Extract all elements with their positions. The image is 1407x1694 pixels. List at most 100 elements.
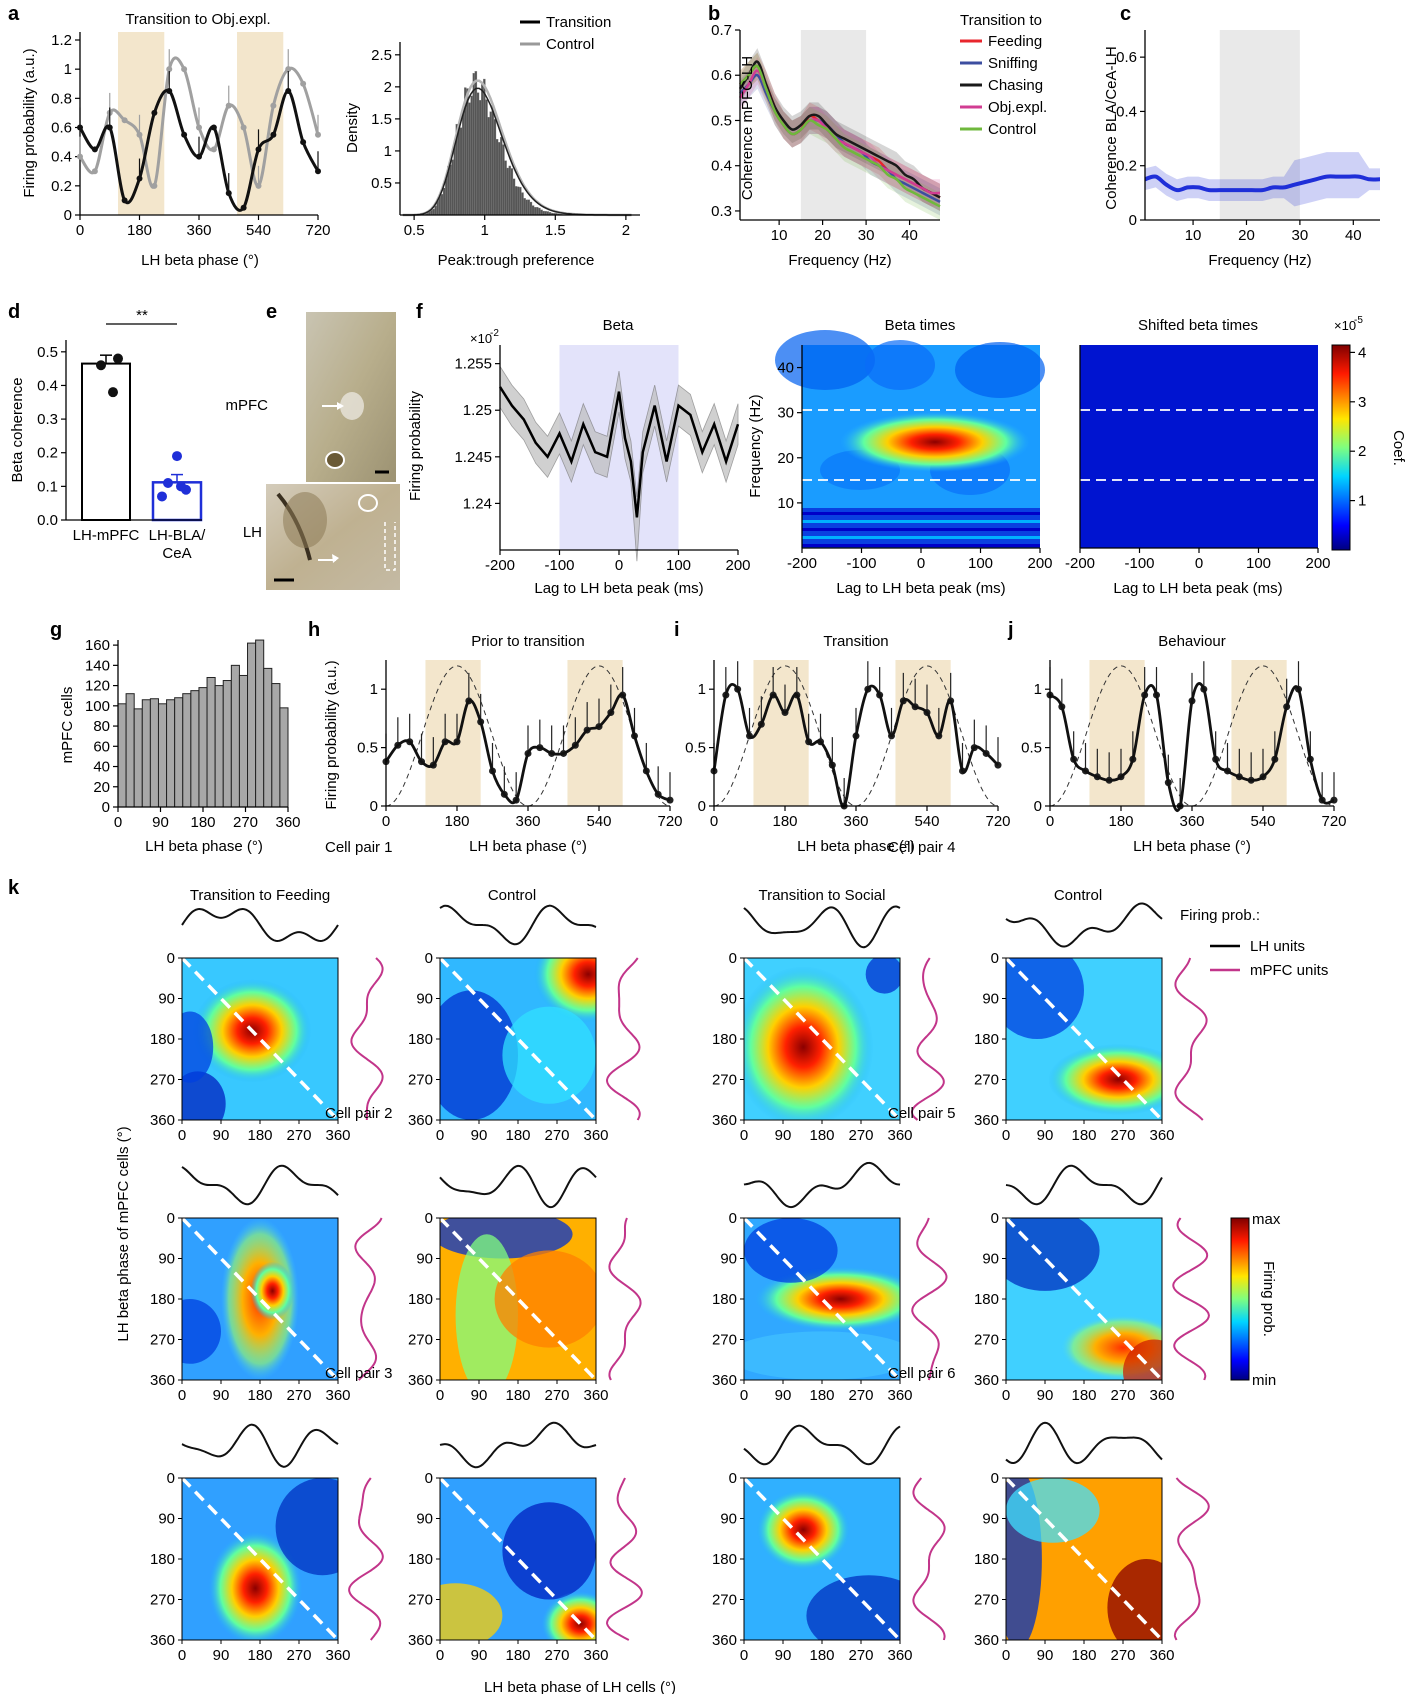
heatmap-blob [182,1071,226,1120]
y-tick-label: 360 [974,1632,999,1649]
x-tick-label: 270 [286,1387,311,1404]
x-tick-label: 90 [1037,1127,1054,1144]
tissue-region [283,492,327,548]
heatmap-blob [756,1489,851,1571]
heatmap-blob [865,340,935,390]
x-tick-label: 180 [247,1127,272,1144]
colorbar-tick: 3 [1358,394,1366,411]
x-tick-label: 270 [544,1387,569,1404]
hist-bar [483,78,486,216]
y-tick-label: 1.25 [463,402,492,419]
heatmap-peak [840,412,1030,472]
y-axis-label: Firing probability (a.u.) [21,48,38,197]
heatmap-blob [502,1006,596,1104]
lh-histology-image [266,484,400,590]
y-tick-label: 180 [712,1031,737,1048]
y-tick-label: 270 [974,1332,999,1349]
panel-letter: h [308,619,320,641]
colorbar-tick: 1 [1358,493,1366,510]
x-tick-label: 360 [325,1647,350,1664]
x-tick-label: 360 [1179,813,1204,830]
x-tick-label: 0 [76,222,84,239]
panel-title: Beta [603,317,635,334]
significance-marker: ** [136,307,148,324]
y-tick-label: 0 [729,950,737,967]
y-tick-label: 0.6 [1116,49,1137,66]
x-tick-label: 180 [444,813,469,830]
hist-bar [125,693,135,808]
panel-letter: j [1007,619,1014,641]
hist-bar [432,208,435,216]
y-tick-label: 0 [991,1470,999,1487]
lh-firing-profile [181,1423,339,1468]
mpfc-firing-profile [912,1477,946,1641]
y-tick-label: 360 [974,1372,999,1389]
hist-bar [255,639,265,808]
x-tick-label: 0 [178,1647,186,1664]
panel-title: Transition to Obj.expl. [125,11,270,28]
hist-bar [459,127,463,216]
lh-firing-profile [439,1164,597,1209]
y-tick-label: 270 [150,1072,175,1089]
mpfc-firing-profile [1172,1217,1210,1381]
x-axis-label: Frequency (Hz) [788,252,891,269]
x-tick-label: 270 [1110,1127,1135,1144]
x-tick-label: 100 [666,557,691,574]
y-axis-label: Coherence mPFC-LH [739,56,756,200]
y-tick-label: 1 [384,143,392,160]
colorbar-tick: 4 [1358,344,1366,361]
hist-bar [461,110,465,216]
axis-exponent: ×10 [470,331,492,346]
sem-band [740,57,940,207]
y-tick-label: 0 [1129,212,1137,229]
y-tick-label: 180 [150,1031,175,1048]
x-axis-label: Frequency (Hz) [1208,252,1311,269]
x-tick-label: 360 [887,1647,912,1664]
hist-bar [449,164,452,216]
legend-label: LH units [1250,938,1305,955]
phase-heatmap [439,1217,597,1381]
legend-label: Control [988,121,1036,138]
hist-bar [440,194,444,216]
x-tick-label: 200 [1305,555,1330,572]
hist-bar [478,100,482,216]
x-category-label: LH-BLA/ [149,527,207,544]
y-axis-label: Firing probability [407,390,424,501]
hist-bar [472,73,475,216]
hist-bar [531,205,535,216]
y-tick-label: 90 [720,1511,737,1528]
beta-trough-band [425,660,481,806]
y-tick-label: 90 [416,1251,433,1268]
y-tick-label: 140 [85,657,110,674]
y-tick-label: 0.4 [711,158,732,175]
mpfc-firing-profile [606,1477,643,1641]
y-tick-label: 0.8 [51,90,72,107]
y-tick-label: 0.3 [711,203,732,220]
x-tick-label: 20 [814,227,831,244]
y-tick-label: 0 [698,798,706,815]
y-tick-label: 270 [974,1072,999,1089]
y-tick-label: 80 [93,718,110,735]
x-tick-label: 90 [471,1387,488,1404]
cell-pair-label: Cell pair 6 [888,1365,956,1382]
x-tick-label: 720 [1321,813,1346,830]
y-tick-label: 0.0 [37,512,58,529]
heatmap-blob [494,1250,596,1348]
colorbar-tick: 2 [1358,443,1366,460]
axis-exponent: -2 [490,328,499,339]
hist-bar [279,707,289,808]
x-category-label: LH-mPFC [73,527,140,544]
x-tick-label: 180 [190,814,215,831]
hist-bar [238,674,249,808]
reference-cosine [1049,665,1335,807]
hist-bar [190,690,200,808]
x-tick-label: 360 [583,1647,608,1664]
y-tick-label: 0 [167,950,175,967]
hist-bar [487,117,490,216]
mpfc-firing-profile [1174,957,1208,1121]
hist-bar [527,199,531,216]
x-tick-label: 360 [186,222,211,239]
colorbar-max-label: max [1252,1211,1281,1228]
colorbar [1230,1217,1250,1381]
x-tick-label: 0 [436,1387,444,1404]
